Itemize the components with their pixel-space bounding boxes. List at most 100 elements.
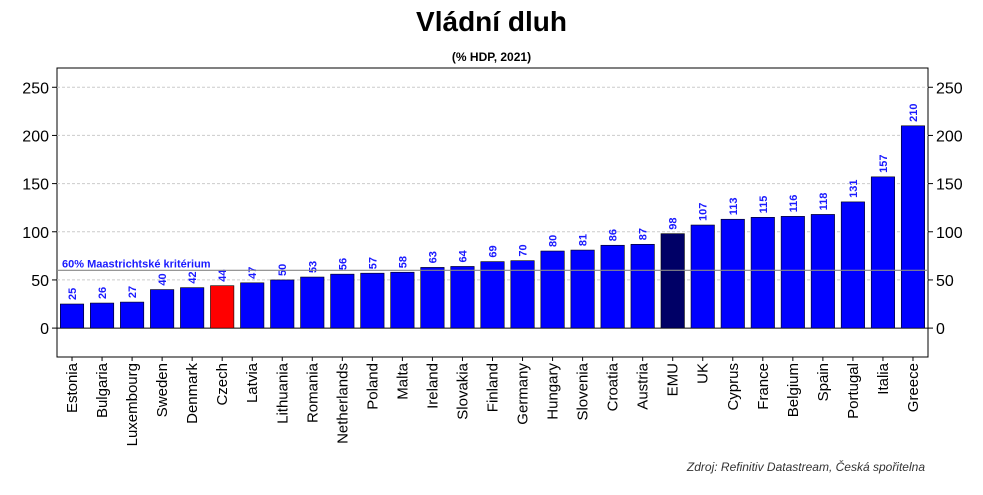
y-tick-label-right: 100 — [936, 225, 963, 242]
category-label: Malta — [394, 362, 411, 399]
data-label: 56 — [337, 258, 349, 270]
category-label: Belgium — [785, 363, 802, 417]
data-label: 80 — [548, 235, 560, 247]
bar-bulgaria — [90, 302, 115, 329]
category-label: Slovenia — [575, 362, 592, 420]
data-label: 64 — [457, 249, 469, 262]
bar-malta — [390, 271, 415, 329]
chart-subtitle: (% HDP, 2021) — [451, 50, 532, 64]
category-label: UK — [695, 363, 712, 384]
bar-emu — [660, 233, 685, 329]
data-label: 69 — [488, 245, 500, 257]
category-label: Denmark — [184, 363, 201, 424]
y-tick-label-right: 200 — [936, 128, 963, 145]
data-label: 98 — [668, 217, 680, 229]
y-tick-label-right: 50 — [936, 273, 954, 290]
bar-finland — [480, 261, 505, 329]
category-label: Cyprus — [725, 363, 742, 411]
category-label: Latvia — [244, 362, 261, 403]
bar-sweden — [150, 289, 175, 329]
reference-line-label: 60% Maastrichtské kritérium — [62, 258, 211, 270]
category-label: Czech — [214, 363, 231, 406]
category-label: EMU — [665, 363, 682, 396]
data-label: 115 — [758, 196, 770, 214]
data-label: 113 — [728, 197, 740, 215]
data-label: 81 — [578, 234, 590, 246]
y-tick-label-left: 200 — [22, 128, 49, 145]
category-label: Netherlands — [334, 363, 351, 444]
data-label: 70 — [518, 244, 530, 256]
bar-uk — [690, 224, 715, 329]
category-label: Slovakia — [454, 362, 471, 419]
bar-luxembourg — [120, 301, 145, 329]
data-label: 87 — [638, 228, 650, 240]
y-tick-label-right: 0 — [936, 321, 945, 338]
bar-denmark — [180, 287, 205, 329]
category-label: Estonia — [64, 362, 81, 413]
category-label: Lithuania — [274, 362, 291, 424]
data-label: 53 — [307, 261, 319, 273]
bar-romania — [300, 276, 325, 329]
bar-ireland — [420, 267, 445, 329]
category-label: France — [755, 363, 772, 410]
category-label: Sweden — [154, 363, 171, 417]
bar-estonia — [60, 303, 85, 329]
source-note: Zdroj: Refinitiv Datastream, Česká spoři… — [686, 460, 925, 474]
category-label: Croatia — [605, 362, 622, 411]
data-label: 42 — [187, 271, 199, 283]
category-label: Austria — [635, 362, 652, 409]
category-label: Bulgaria — [94, 362, 111, 418]
category-label: Germany — [515, 363, 532, 425]
data-label: 86 — [608, 229, 620, 241]
bar-spain — [810, 214, 835, 329]
data-label: 40 — [157, 273, 169, 285]
category-label: Luxembourg — [124, 363, 141, 446]
bar-croatia — [600, 244, 625, 329]
category-label: Greece — [905, 363, 922, 412]
bar-france — [750, 217, 775, 329]
bar-germany — [510, 260, 535, 329]
category-label: Portugal — [845, 363, 862, 419]
bar-slovenia — [570, 249, 595, 329]
category-label: Finland — [485, 363, 502, 412]
bar-poland — [360, 272, 385, 329]
data-label: 116 — [788, 195, 800, 213]
bar-greece — [900, 125, 925, 329]
bar-belgium — [780, 216, 805, 329]
category-label: Ireland — [424, 363, 441, 409]
y-tick-label-left: 100 — [22, 225, 49, 242]
chart-title: Vládní dluh — [416, 6, 567, 37]
y-tick-label-left: 0 — [40, 321, 49, 338]
data-label: 26 — [97, 287, 109, 299]
data-label: 63 — [427, 251, 439, 263]
bar-lithuania — [270, 279, 295, 329]
data-label: 107 — [698, 203, 710, 221]
bar-hungary — [540, 250, 565, 329]
data-label: 131 — [848, 180, 860, 198]
data-label: 210 — [908, 103, 920, 121]
y-tick-label-left: 250 — [22, 80, 49, 97]
category-label: Romania — [304, 362, 321, 423]
bar-portugal — [840, 201, 865, 329]
bar-cyprus — [720, 218, 745, 329]
data-label: 58 — [397, 256, 409, 268]
y-tick-label-right: 150 — [936, 177, 963, 194]
bar-latvia — [240, 282, 265, 329]
data-label: 44 — [217, 269, 229, 282]
data-label: 25 — [67, 288, 79, 300]
data-label: 47 — [247, 267, 259, 279]
bar-slovakia — [450, 266, 475, 329]
y-tick-label-left: 150 — [22, 177, 49, 194]
bar-italia — [870, 176, 895, 329]
data-label: 118 — [818, 193, 830, 211]
category-label: Poland — [364, 363, 381, 410]
data-label: 27 — [127, 286, 139, 298]
bar-czech — [210, 285, 235, 329]
category-label: Hungary — [545, 363, 562, 420]
category-label: Spain — [815, 363, 832, 401]
data-label: 157 — [878, 154, 890, 172]
category-label: Italia — [875, 362, 892, 394]
data-label: 57 — [367, 257, 379, 269]
